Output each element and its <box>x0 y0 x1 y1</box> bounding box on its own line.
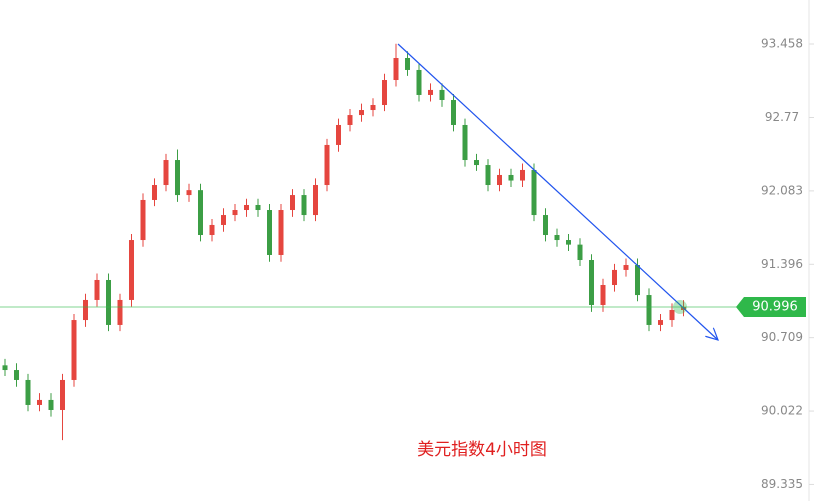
candle-body <box>71 320 77 380</box>
candle-body <box>658 320 663 325</box>
current-price-glow <box>673 300 687 315</box>
candle-body <box>267 210 272 255</box>
candle-body <box>347 115 353 125</box>
candle-body <box>359 110 364 116</box>
candle-body <box>393 58 399 81</box>
candle-body <box>612 269 617 286</box>
candle-body <box>106 279 111 325</box>
candle-body <box>290 195 295 211</box>
candle-body <box>163 160 169 186</box>
candle-body <box>497 174 502 186</box>
y-tick-label: 89.335 <box>761 477 803 491</box>
y-tick-label: 93.458 <box>761 37 803 51</box>
y-tick-label: 90.709 <box>761 330 803 344</box>
y-tick-label: 92.083 <box>761 183 803 197</box>
candle-body <box>37 399 42 405</box>
current-price-tag <box>736 297 806 318</box>
candle-body <box>2 365 8 371</box>
candle-body <box>543 215 548 236</box>
candle-body <box>635 265 640 296</box>
candle-body <box>244 204 249 211</box>
candle-body <box>14 370 19 380</box>
candle-body <box>577 244 583 261</box>
candle-body <box>48 399 54 410</box>
candle-body <box>129 240 134 300</box>
candle-body <box>416 69 422 95</box>
candle-body <box>508 174 514 181</box>
candle-body <box>669 310 675 321</box>
y-tick-label: 92.77 <box>765 110 799 124</box>
y-tick-label: 91.396 <box>761 257 803 271</box>
candle-body <box>232 210 238 216</box>
trend-line <box>397 43 718 340</box>
candle-body <box>175 160 180 196</box>
y-tick-label: 90.022 <box>761 404 803 418</box>
candle-body <box>83 299 88 321</box>
candle-body <box>462 124 468 161</box>
candle-body <box>94 279 100 300</box>
candle-body <box>336 124 341 145</box>
candle-body <box>152 185 157 200</box>
candle-body <box>405 58 410 70</box>
candle-body <box>25 379 31 405</box>
candle-body <box>370 105 376 111</box>
candle-body <box>520 169 525 181</box>
candle-body <box>646 295 652 325</box>
candle-body <box>324 144 330 186</box>
candle-body <box>485 165 491 186</box>
candle-body <box>313 185 318 216</box>
candle-body <box>474 160 479 166</box>
candle-body <box>301 195 307 216</box>
candle-body <box>566 240 571 245</box>
candle-body <box>439 89 445 100</box>
candle-body <box>186 190 192 196</box>
candle-body <box>600 285 606 305</box>
candle-body <box>140 199 146 241</box>
candle-body <box>117 299 123 325</box>
candle-body <box>554 235 560 241</box>
current-price-label: 90.996 <box>752 300 798 315</box>
candle-body <box>198 190 203 236</box>
candle-body <box>623 265 629 270</box>
candle-body <box>221 215 226 225</box>
candle-body <box>428 89 433 95</box>
candles <box>2 43 686 441</box>
candle-body <box>451 99 456 125</box>
candle-body <box>589 260 594 305</box>
candle-body <box>255 204 261 211</box>
candle-body <box>60 379 65 410</box>
annotation: 美元指数4小时图 <box>417 440 547 460</box>
candle-body <box>382 80 387 106</box>
candle-body <box>278 210 284 255</box>
candle-body <box>531 169 537 216</box>
candle-body <box>209 224 215 236</box>
